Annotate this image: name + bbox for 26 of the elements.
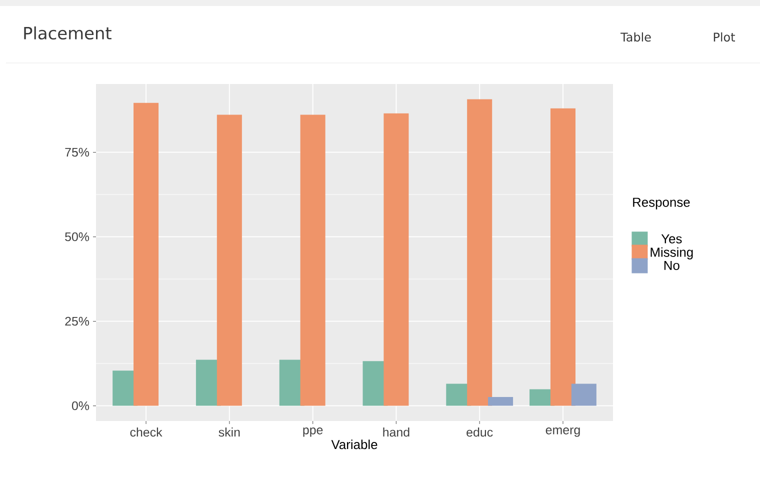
legend-label: Yes: [661, 234, 682, 244]
y-tick-label: 0%: [72, 401, 90, 410]
x-tick-label: emerg: [546, 428, 580, 437]
bar: [300, 114, 326, 406]
y-tick-label: 50%: [65, 232, 90, 242]
legend-title: Response: [633, 198, 690, 210]
bar: [384, 113, 409, 406]
text: Table: [620, 32, 651, 42]
y-tick-label: 25%: [65, 316, 90, 326]
bar: [488, 396, 514, 406]
legend-label: Missing: [650, 247, 693, 260]
x-tick-label: skin: [218, 427, 240, 437]
bar: [550, 108, 576, 406]
text: Plot: [714, 32, 735, 42]
chart-title: Placement: [24, 26, 112, 40]
x-tick-label: check: [130, 427, 162, 437]
x-axis-title: Variable: [331, 440, 378, 450]
bar: [134, 102, 159, 406]
legend-label: No: [664, 261, 680, 270]
bar: [571, 384, 596, 406]
x-tick-label: educ: [466, 427, 493, 437]
x-tick-label: ppe: [303, 428, 323, 437]
x-tick-label: hand: [383, 427, 410, 437]
bar: [467, 99, 492, 406]
y-tick-label: 75%: [65, 148, 90, 157]
bar: [216, 114, 242, 406]
